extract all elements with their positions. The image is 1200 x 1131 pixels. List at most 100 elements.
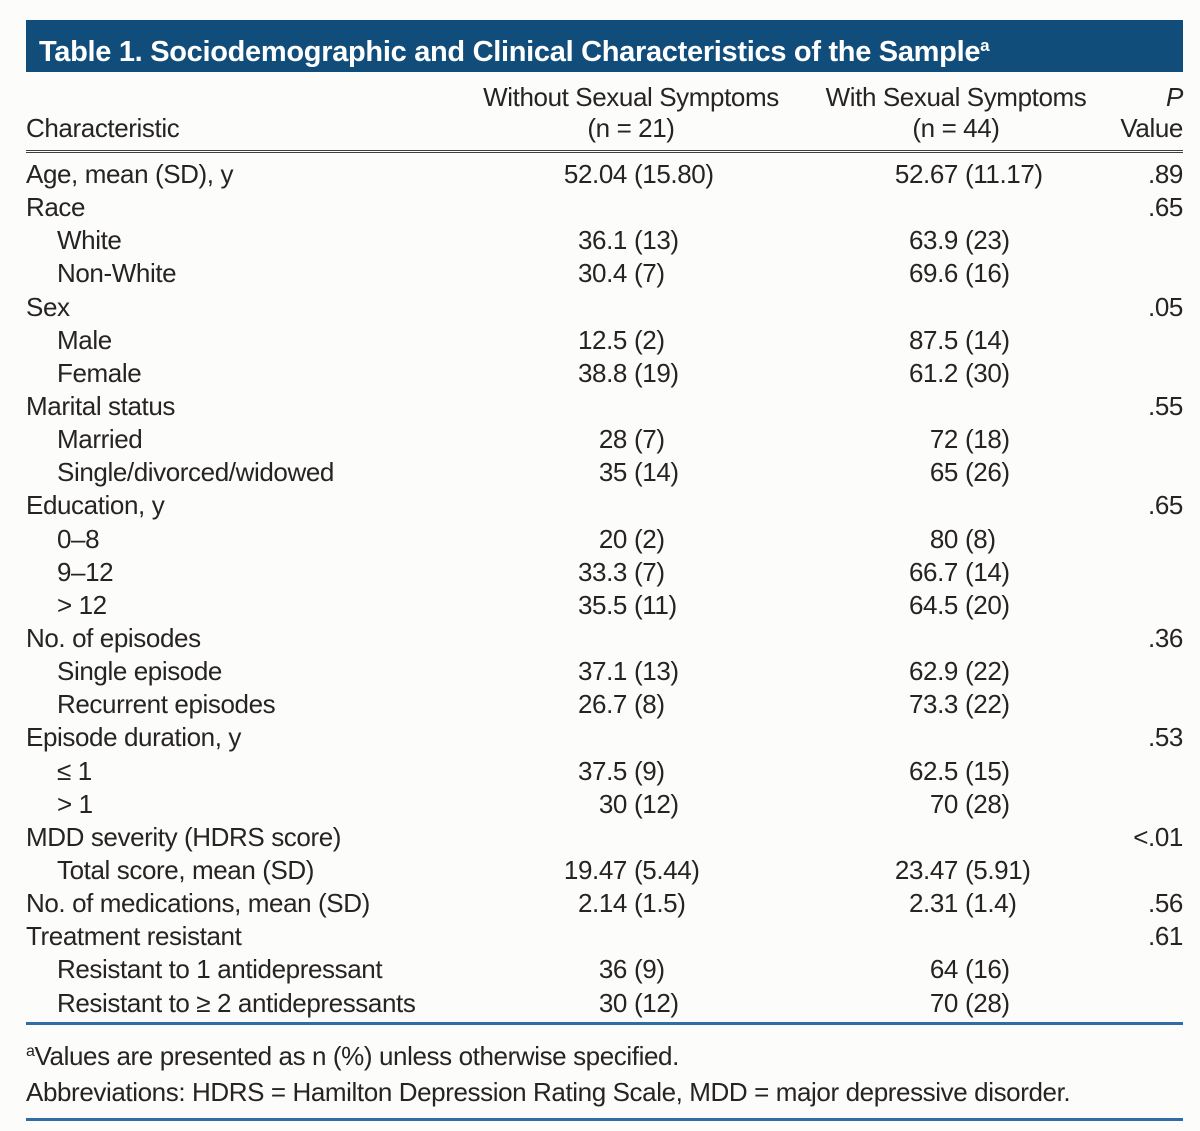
table-row: MDD severity (HDRS score) <.01: [26, 821, 1183, 854]
row-value-with: 64.5 (20): [908, 589, 1010, 620]
row-value-with: [796, 291, 1116, 324]
header-group-without: Without Sexual Symptoms: [483, 82, 779, 112]
row-value-with: 66.7 (14): [908, 556, 1010, 587]
row-p-value: .55: [1148, 390, 1183, 421]
row-value-without: 30.4 (7): [577, 258, 665, 289]
table-row: Resistant to 1 antidepressant 36 (9) 64 (1…: [26, 953, 1183, 986]
table-title-superscript: a: [980, 36, 990, 55]
header-p: P: [1116, 82, 1183, 113]
row-value-with: 70 (28): [929, 987, 1010, 1018]
row-p-value: .65: [1148, 490, 1183, 521]
table-header: Without Sexual Symptoms With Sexual Symp…: [26, 72, 1183, 153]
figure-bottom-rule: [26, 1117, 1183, 1121]
row-value-with: 69.6 (16): [908, 258, 1010, 289]
row-label: Resistant to 1 antidepressant: [57, 954, 383, 985]
table-row: Episode duration, y .53: [26, 721, 1183, 754]
table-row: > 12 35.5 (11) 64.5 (20): [26, 589, 1183, 622]
row-label: Total score, mean (SD): [57, 854, 315, 885]
table-row: Married 28 (7) 72 (18): [26, 423, 1183, 456]
row-value-with: 70 (28): [929, 788, 1010, 819]
row-value-without: 37.5 (9): [577, 755, 665, 786]
row-p-value: <.01: [1133, 821, 1183, 852]
table-row: Male 12.5 (2) 87.5 (14): [26, 324, 1183, 357]
row-label: Male: [57, 324, 112, 355]
row-p-value: .61: [1148, 921, 1183, 952]
row-value-with: [796, 191, 1116, 224]
table-row: ≤ 1 37.5 (9) 62.5 (15): [26, 755, 1183, 788]
row-value-without: [466, 191, 796, 224]
header-n-without: (n = 21): [587, 113, 675, 143]
row-value-without: 38.8 (19): [577, 357, 679, 388]
footnotes: aValues are presented as n (%) unless ot…: [26, 1025, 1183, 1118]
row-label: Age, mean (SD), y: [26, 159, 234, 189]
table-row: White 36.1 (13) 63.9 (23): [26, 224, 1183, 257]
row-label: Episode duration, y: [26, 722, 241, 753]
row-p-value: [1116, 456, 1183, 489]
row-value-without: [466, 622, 796, 655]
header-group-with: With Sexual Symptoms: [825, 82, 1087, 112]
row-label: 9–12: [57, 556, 114, 587]
row-value-with: 80 (8): [929, 523, 996, 554]
row-value-with: 65 (26): [929, 457, 1010, 488]
row-value-without: 37.1 (13): [577, 656, 679, 687]
row-label: 0–8: [57, 523, 100, 554]
row-p-value: [1116, 324, 1183, 357]
footnote-abbreviations: Abbreviations: HDRS = Hamilton Depressio…: [26, 1076, 1071, 1107]
table-row: Education, y .65: [26, 489, 1183, 522]
row-p-value: .53: [1148, 722, 1183, 753]
table-title-bar: Table 1. Sociodemographic and Clinical C…: [26, 20, 1183, 72]
row-value-with: [796, 821, 1116, 854]
row-value-with: 63.9 (23): [908, 225, 1010, 256]
table-row: No. of medications, mean (SD) 2.14 (1.5) …: [26, 887, 1183, 920]
row-value-without: 35.5 (11): [577, 589, 677, 620]
row-p-value: [1116, 523, 1183, 556]
row-p-value: [1116, 688, 1183, 721]
row-value-without: 26.7 (8): [577, 689, 665, 720]
row-value-with: [796, 622, 1116, 655]
table-row: Single episode 37.1 (13) 62.9 (22): [26, 655, 1183, 688]
row-p-value: [1116, 357, 1183, 390]
row-value-without: 2.14 (1.5): [577, 888, 686, 919]
row-p-value: [1116, 423, 1183, 456]
row-value-with: 23.47 (5.91): [894, 854, 1031, 885]
row-p-value: .56: [1148, 888, 1183, 919]
footnote-superscript: a: [26, 1042, 35, 1060]
row-label: Education, y: [26, 490, 165, 521]
row-value-without: 36 (9): [598, 954, 665, 985]
row-p-value: [1116, 788, 1183, 821]
row-value-without: [466, 489, 796, 522]
row-p-value: .36: [1148, 622, 1183, 653]
row-value-with: [796, 390, 1116, 423]
row-value-with: 61.2 (30): [908, 357, 1010, 388]
header-line-2: Characteristic (n = 21) (n = 44) Value: [26, 113, 1183, 144]
table-row: Recurrent episodes 26.7 (8) 73.3 (22): [26, 688, 1183, 721]
row-value-with: 72 (18): [929, 424, 1010, 455]
row-value-without: 52.04 (15.80): [563, 159, 714, 189]
row-value-with: 62.9 (22): [908, 656, 1010, 687]
table-bottom-rule: [26, 1021, 1183, 1025]
row-p-value: [1116, 655, 1183, 688]
row-label: Race: [26, 192, 86, 223]
row-label: > 12: [57, 589, 107, 620]
table-figure: Table 1. Sociodemographic and Clinical C…: [26, 0, 1183, 1121]
table-row: Treatment resistant .61: [26, 920, 1183, 953]
table-title: Table 1. Sociodemographic and Clinical C…: [39, 36, 981, 68]
footnote-values: aValues are presented as n (%) unless ot…: [26, 1040, 679, 1071]
table-row: Marital status .55: [26, 390, 1183, 423]
table-row: > 1 30 (12) 70 (28): [26, 788, 1183, 821]
table-row: No. of episodes .36: [26, 622, 1183, 655]
row-p-value: [1116, 755, 1183, 788]
row-label: Resistant to ≥ 2 antidepressants: [57, 987, 416, 1018]
row-value-with: [796, 489, 1116, 522]
row-label: Non-White: [57, 258, 177, 289]
row-value-without: 19.47 (5.44): [563, 854, 700, 885]
row-label: > 1: [57, 788, 93, 819]
row-value-with: 87.5 (14): [908, 324, 1010, 355]
row-value-without: 30 (12): [598, 987, 679, 1018]
row-value-without: 28 (7): [598, 424, 665, 455]
row-label: Recurrent episodes: [57, 689, 276, 720]
row-value-with: [796, 721, 1116, 754]
row-p-value: .05: [1148, 291, 1183, 322]
row-p-value: [1116, 556, 1183, 589]
row-label: Single episode: [57, 656, 222, 687]
